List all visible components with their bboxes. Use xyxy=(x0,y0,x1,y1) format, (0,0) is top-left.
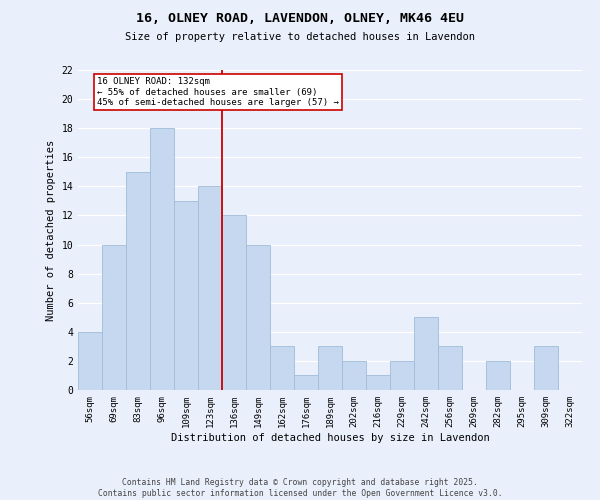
Bar xyxy=(150,128,174,390)
Bar xyxy=(486,361,510,390)
Bar xyxy=(342,361,366,390)
Bar xyxy=(246,244,270,390)
Y-axis label: Number of detached properties: Number of detached properties xyxy=(46,140,56,320)
Bar xyxy=(534,346,558,390)
Bar xyxy=(438,346,462,390)
Bar xyxy=(174,201,198,390)
Bar xyxy=(414,318,438,390)
Text: 16 OLNEY ROAD: 132sqm
← 55% of detached houses are smaller (69)
45% of semi-deta: 16 OLNEY ROAD: 132sqm ← 55% of detached … xyxy=(97,78,339,107)
Bar xyxy=(78,332,102,390)
Text: Contains HM Land Registry data © Crown copyright and database right 2025.
Contai: Contains HM Land Registry data © Crown c… xyxy=(98,478,502,498)
Text: 16, OLNEY ROAD, LAVENDON, OLNEY, MK46 4EU: 16, OLNEY ROAD, LAVENDON, OLNEY, MK46 4E… xyxy=(136,12,464,26)
Text: Size of property relative to detached houses in Lavendon: Size of property relative to detached ho… xyxy=(125,32,475,42)
Bar xyxy=(366,376,390,390)
X-axis label: Distribution of detached houses by size in Lavendon: Distribution of detached houses by size … xyxy=(170,432,490,442)
Bar xyxy=(222,216,246,390)
Bar xyxy=(294,376,318,390)
Bar xyxy=(126,172,150,390)
Bar xyxy=(390,361,414,390)
Bar xyxy=(318,346,342,390)
Bar xyxy=(198,186,222,390)
Bar xyxy=(102,244,126,390)
Bar xyxy=(270,346,294,390)
